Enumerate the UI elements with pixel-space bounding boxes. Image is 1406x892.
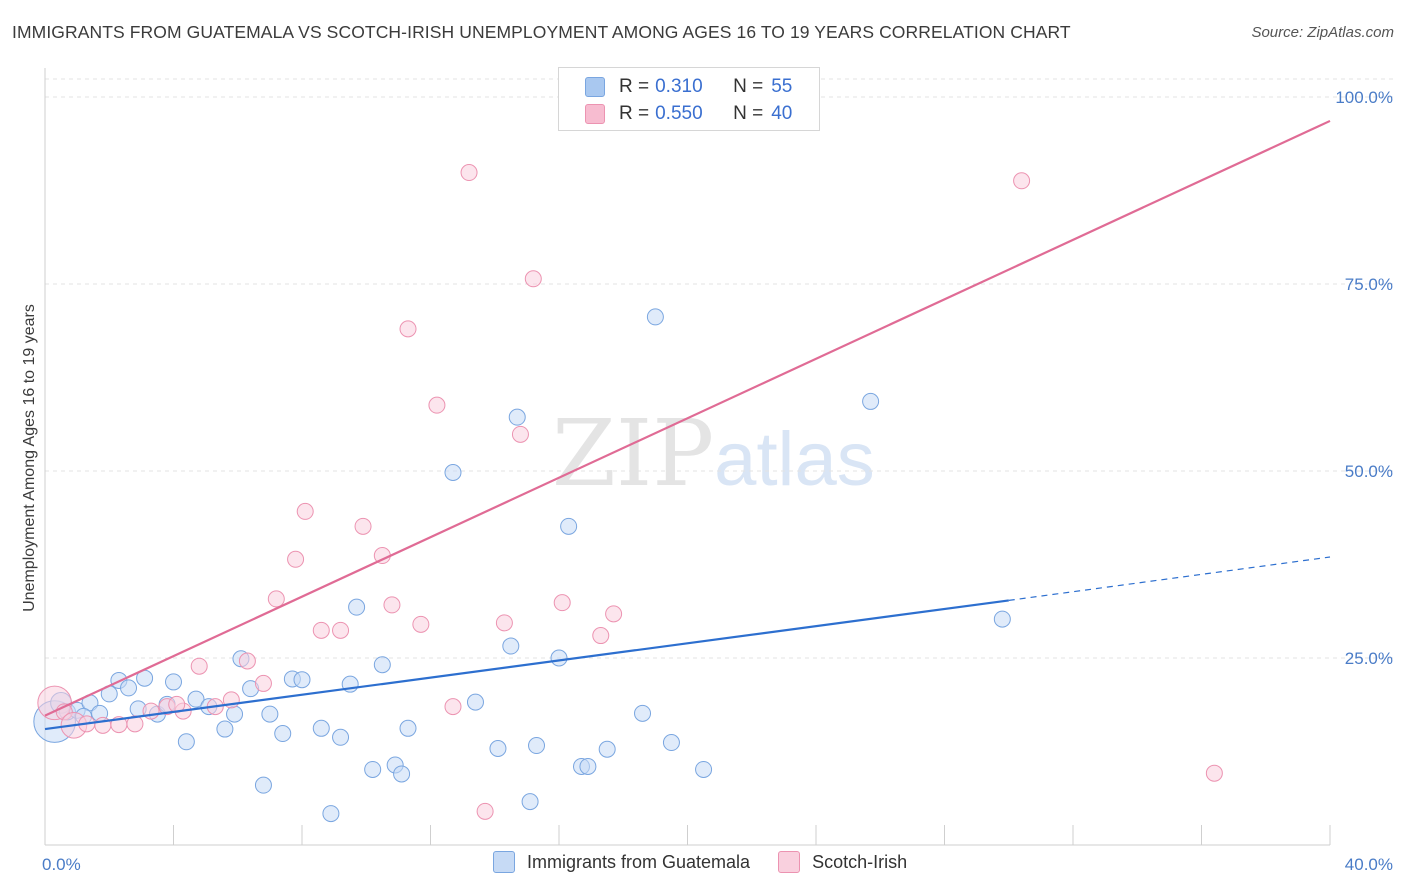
series-legend: Immigrants from Guatemala Scotch-Irish [493, 851, 935, 873]
data-point-guatemala [862, 392, 880, 410]
data-point-scotch-irish [332, 621, 350, 639]
trendline-scotch-irish [44, 119, 1331, 717]
series-legend-swatch [493, 851, 515, 873]
data-point-guatemala [646, 308, 664, 326]
data-point-scotch-irish [605, 605, 623, 623]
data-point-guatemala [560, 517, 578, 535]
y-tick-label: 75.0% [1345, 275, 1393, 294]
y-tick-label: 25.0% [1345, 649, 1393, 668]
data-point-guatemala [120, 679, 138, 697]
data-point-scotch-irish [312, 621, 330, 639]
data-point-scotch-irish [126, 715, 144, 733]
data-point-guatemala [293, 671, 311, 689]
data-point-guatemala [254, 776, 272, 794]
data-point-scotch-irish [412, 615, 430, 633]
data-point-scotch-irish [476, 802, 494, 820]
data-point-guatemala [187, 690, 205, 708]
data-point-guatemala [274, 725, 292, 743]
legend-n-value: 40 [771, 103, 793, 124]
data-point-scotch-irish [399, 320, 417, 338]
series-legend-item-scotch-irish[interactable]: Scotch-Irish [778, 851, 907, 873]
legend-r-label: R = [619, 103, 650, 124]
data-point-guatemala [466, 693, 484, 711]
data-point-guatemala [165, 673, 182, 691]
data-point-guatemala [598, 740, 616, 758]
stats-legend: R = 0.310 N = 55 R = 0.550 N = 40 [558, 67, 820, 131]
data-point-scotch-irish [1205, 764, 1223, 782]
source-label: Source: ZipAtlas.com [1251, 24, 1394, 41]
data-point-guatemala [177, 733, 195, 751]
data-point-scotch-irish [428, 396, 446, 414]
data-point-scotch-irish [267, 590, 285, 608]
legend-swatch-scotch-irish [585, 104, 605, 124]
legend-n-value: 55 [771, 76, 793, 97]
data-point-scotch-irish [511, 425, 529, 443]
legend-row-guatemala: R = 0.310 N = 55 [585, 75, 792, 99]
data-point-guatemala [399, 719, 417, 737]
data-point-guatemala [579, 757, 597, 775]
data-point-guatemala [695, 760, 713, 778]
trendline-extension-guatemala [1008, 556, 1331, 601]
data-point-scotch-irish [524, 270, 542, 288]
data-point-guatemala [444, 463, 462, 481]
legend-n-label: N = [733, 76, 764, 97]
data-point-scotch-irish [383, 596, 401, 614]
data-point-guatemala [502, 637, 520, 655]
y-tick-label: 50.0% [1345, 462, 1393, 481]
data-point-guatemala [216, 720, 234, 738]
legend-row-scotch-irish: R = 0.550 N = 40 [585, 102, 792, 126]
legend-r-label: R = [619, 76, 650, 97]
data-point-guatemala [993, 610, 1011, 628]
data-point-guatemala [373, 656, 391, 674]
data-point-scotch-irish [495, 614, 513, 632]
x-tick-label: 40.0% [1345, 855, 1393, 874]
legend-r-value: 0.310 [655, 76, 703, 97]
series-legend-swatch [778, 851, 801, 873]
data-point-guatemala [528, 737, 546, 755]
data-point-scotch-irish [1013, 172, 1031, 190]
legend-swatch-guatemala [585, 77, 605, 97]
x-tick-label: 0.0% [42, 855, 81, 874]
data-point-guatemala [226, 705, 244, 723]
chart-title: IMMIGRANTS FROM GUATEMALA VS SCOTCH-IRIS… [12, 22, 1071, 42]
legend-n-label: N = [733, 103, 764, 124]
y-tick-label: 100.0% [1335, 88, 1393, 107]
trendline-guatemala [44, 599, 1009, 731]
data-point-scotch-irish [553, 594, 571, 612]
data-point-guatemala [662, 734, 680, 752]
data-point-guatemala [508, 408, 526, 426]
data-point-guatemala [364, 760, 382, 778]
data-point-guatemala [634, 704, 652, 722]
data-point-guatemala [348, 598, 366, 616]
data-point-scotch-irish [254, 674, 272, 692]
series-legend-item-guatemala[interactable]: Immigrants from Guatemala [493, 851, 750, 873]
data-point-guatemala [332, 728, 350, 746]
data-point-scotch-irish [190, 657, 208, 675]
data-point-scotch-irish [460, 164, 478, 182]
data-point-guatemala [322, 805, 340, 823]
data-point-scotch-irish [444, 698, 462, 716]
data-point-guatemala [393, 765, 411, 783]
watermark-atlas: atlas [714, 417, 875, 502]
legend-r-value: 0.550 [655, 103, 703, 124]
data-point-scotch-irish [296, 502, 314, 520]
data-point-guatemala [261, 705, 279, 723]
series-legend-label: Immigrants from Guatemala [527, 851, 751, 872]
data-point-scotch-irish [238, 652, 256, 670]
data-point-guatemala [521, 793, 539, 811]
data-point-guatemala [312, 719, 330, 737]
data-point-scotch-irish [287, 550, 305, 568]
series-legend-label: Scotch-Irish [812, 851, 908, 872]
data-point-guatemala [550, 649, 568, 667]
data-point-scotch-irish [354, 517, 372, 535]
data-point-scotch-irish [592, 627, 610, 645]
data-point-guatemala [489, 740, 507, 758]
